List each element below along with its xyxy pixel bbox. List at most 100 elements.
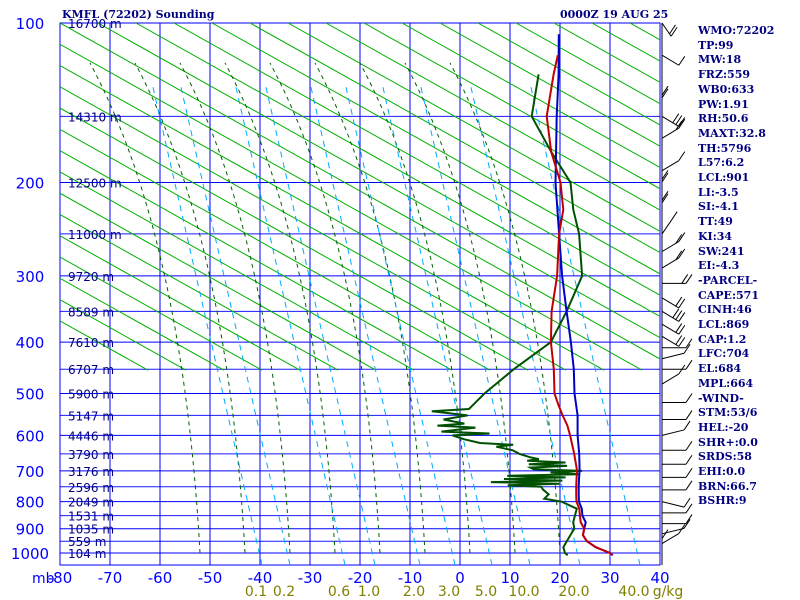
height-label: 5147 m (68, 409, 114, 423)
dry-adiabat (249, 23, 660, 254)
height-label: 5900 m (68, 387, 114, 401)
dry-adiabat (60, 299, 187, 371)
index-item: TP:99 (698, 38, 734, 52)
mixing-ratio-line (264, 82, 376, 565)
index-item: TT:49 (698, 215, 733, 229)
mixing-ratio-line (381, 82, 493, 565)
height-label: 104 m (68, 547, 106, 561)
index-item: SHR+:0.0 (698, 435, 758, 449)
plot-frame (59, 22, 661, 566)
temperature-tick-label: 30 (600, 569, 619, 587)
wind-barb (662, 503, 693, 514)
moist-adiabat (179, 62, 291, 554)
height-label: 3176 m (68, 465, 114, 479)
dry-adiabat (211, 23, 660, 275)
index-item: PW:1.91 (698, 97, 749, 111)
height-label: 3790 m (68, 448, 114, 462)
moist-adiabat (269, 62, 381, 554)
height-label: 14310 m (68, 110, 122, 124)
mixing-ratio-label: 5.0 (475, 584, 497, 600)
mixing-ratio-line (469, 82, 581, 565)
mixing-ratio-line (309, 82, 421, 565)
wind-barb (661, 191, 669, 215)
wind-barb (661, 335, 686, 347)
wind-barb (661, 54, 686, 66)
height-label: 7610 m (68, 336, 114, 350)
index-item: FRZ:559 (698, 68, 751, 82)
wind-barb (662, 393, 693, 403)
wind-barb (661, 151, 686, 172)
wind-barb (661, 497, 691, 508)
dry-adiabat (60, 86, 567, 371)
moist-adiabat (449, 62, 561, 554)
index-item: MAXT:32.8 (698, 126, 766, 140)
wind-barb-column (661, 22, 693, 565)
pressure-tick-label: 600 (16, 427, 45, 445)
index-item: STM:53/6 (698, 406, 758, 420)
wind-barb (661, 308, 686, 322)
moist-adiabat (89, 62, 201, 554)
sounding-time: 0000Z 19 AUG 25 (560, 8, 669, 21)
height-label: 12500 m (68, 177, 122, 191)
wind-barb (661, 232, 686, 253)
mixing-ratio-line (234, 82, 346, 565)
dry-adiabat (60, 150, 453, 371)
mixing-ratio-label: 0.1 (245, 584, 267, 600)
index-item: -WIND- (698, 391, 744, 405)
height-label: 11000 m (68, 228, 122, 242)
dry-adiabat (60, 235, 301, 371)
temperature-tick-label: -30 (298, 569, 323, 587)
dry-adiabat (60, 192, 377, 371)
index-item: WB0:633 (698, 82, 755, 96)
index-item: EL:684 (698, 362, 742, 376)
dry-adiabat (60, 171, 415, 371)
dry-adiabat (515, 23, 660, 105)
pressure-tick-label: 500 (16, 385, 45, 403)
dry-adiabat (60, 213, 339, 371)
temperature-tick-label: -60 (148, 569, 173, 587)
index-item: KI:34 (698, 229, 733, 243)
mixing-ratio-label: 10.0 (508, 584, 539, 600)
dry-adiabat (60, 64, 605, 371)
wind-barb (661, 323, 686, 335)
wind-barb (662, 480, 693, 491)
wind-barb (661, 529, 669, 553)
wind-barb (661, 113, 686, 127)
index-item: HEL:-20 (698, 420, 749, 434)
grid-layer (59, 22, 661, 566)
moist-adiabat (359, 62, 471, 554)
dry-adiabat (782, 23, 800, 370)
wind-barb (661, 170, 669, 194)
wind-barb (661, 118, 686, 139)
moist-adiabat (314, 62, 426, 554)
index-item: CAPE:571 (698, 288, 759, 302)
height-label: 1035 m (68, 523, 114, 537)
wind-barb (662, 359, 693, 370)
dry-adiabat (60, 43, 643, 371)
mixing-ratio-unit: g/kg (653, 584, 684, 600)
index-item: CAP:1.2 (698, 332, 747, 346)
temperature-tick-label: 20 (550, 569, 569, 587)
wind-barb (662, 514, 693, 525)
temperature-tick-label: 0 (455, 569, 465, 587)
height-label: 2049 m (68, 496, 114, 510)
mixing-ratio-label: 2.0 (403, 584, 425, 600)
temperature-tick-label: -20 (348, 569, 373, 587)
height-label: 6707 m (68, 363, 114, 377)
dry-adiabat (287, 23, 660, 232)
mixing-ratio-line (151, 82, 263, 565)
temperature-tick-label: 40 (650, 569, 669, 587)
index-item: LFC:704 (698, 347, 750, 361)
dewpoint-trace (431, 74, 584, 557)
station-title: KMFL (72202) Sounding (62, 8, 215, 21)
dry-adiabat (553, 23, 660, 83)
index-item: MPL:664 (698, 376, 754, 390)
mixing-ratio-line (529, 82, 641, 565)
temperature-tick-label: -40 (248, 569, 273, 587)
wind-barb (661, 524, 686, 545)
pressure-tick-label: 900 (16, 521, 45, 539)
height-label: 4446 m (68, 429, 114, 443)
index-item: EI:-4.3 (698, 259, 740, 273)
mixing-ratio-label: 0.2 (273, 584, 295, 600)
